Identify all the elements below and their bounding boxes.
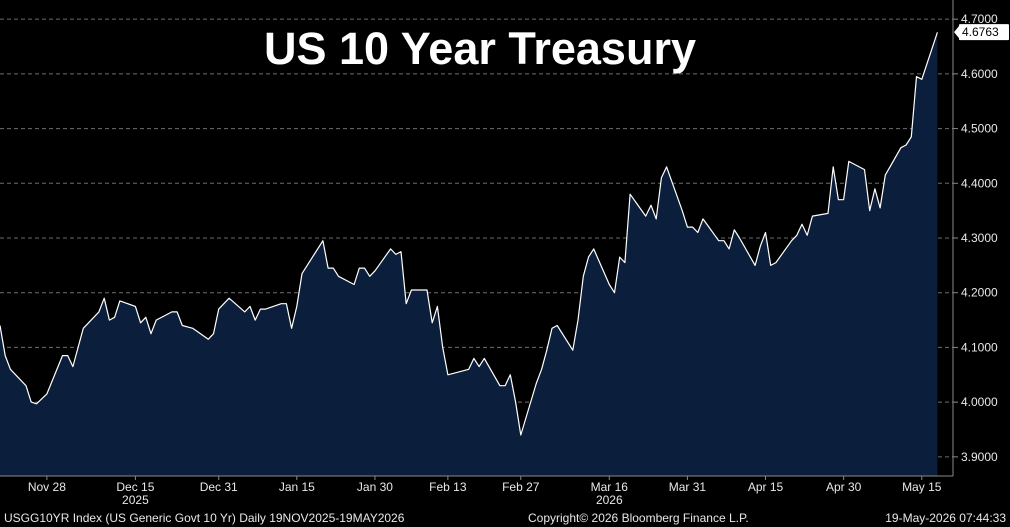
last-value-label: 4.6763	[954, 24, 1009, 41]
y-tick-label: 4.2000	[961, 286, 998, 300]
y-tick-label: 4.0000	[961, 395, 998, 409]
y-tick-label: 4.6000	[961, 67, 998, 81]
last-value-pointer	[954, 26, 959, 39]
last-value-text: 4.6763	[962, 25, 999, 39]
x-tick-label: May 15	[902, 480, 942, 494]
x-tick-label: Feb 27	[502, 480, 540, 494]
series-area	[0, 32, 938, 477]
chart-title: US 10 Year Treasury	[264, 23, 696, 74]
x-tick-label: Mar 16	[591, 480, 629, 494]
y-tick-label: 4.3000	[961, 231, 998, 245]
footer-source: USGG10YR Index (US Generic Govt 10 Yr) D…	[4, 511, 405, 525]
footer-timestamp: 19-May-2026 07:44:33	[885, 511, 1006, 525]
x-tick-label: Jan 15	[279, 480, 315, 494]
x-tick-label: Nov 28	[28, 480, 66, 494]
series-line	[0, 32, 938, 436]
x-year-label: 2025	[122, 493, 149, 507]
x-tick-label: Mar 31	[669, 480, 707, 494]
x-tick-label: Dec 15	[116, 480, 154, 494]
y-tick-label: 4.1000	[961, 340, 998, 354]
last-value-box	[959, 24, 1009, 41]
y-tick-label: 4.7000	[961, 12, 998, 26]
y-axis-ticks: 3.9000 4.0000 4.1000 4.2000 4.3000 4.4000 4.50…	[953, 12, 998, 464]
x-tick-label: Jan 30	[357, 480, 393, 494]
x-tick-label: Feb 13	[429, 480, 467, 494]
x-tick-label: Apr 15	[748, 480, 784, 494]
y-tick-label: 3.9000	[961, 450, 998, 464]
x-tick-label: Dec 31	[200, 480, 238, 494]
x-year-label: 2026	[596, 493, 623, 507]
y-tick-label: 4.5000	[961, 122, 998, 136]
x-tick-label: Apr 30	[826, 480, 862, 494]
y-tick-label: 4.4000	[961, 176, 998, 190]
footer-copyright: Copyright© 2026 Bloomberg Finance L.P.	[528, 511, 749, 525]
